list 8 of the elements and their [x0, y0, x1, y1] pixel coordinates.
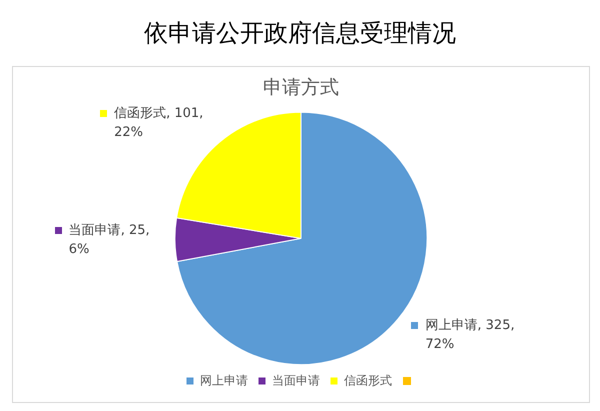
legend-label: 信函形式	[344, 373, 392, 388]
data-label: 信函形式, 101, 22%	[114, 105, 204, 142]
data-label: 网上申请, 325, 72%	[425, 317, 515, 354]
chart-subtitle: 申请方式	[263, 76, 339, 98]
legend-label: 网上申请	[200, 373, 248, 388]
chart-title: 依申请公开政府信息受理情况	[143, 18, 457, 49]
legend-label: 当面申请	[272, 373, 320, 388]
data-label: 当面申请, 25, 6%	[68, 222, 150, 259]
